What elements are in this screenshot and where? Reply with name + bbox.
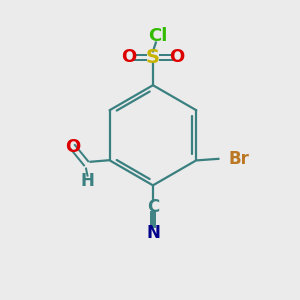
Text: O: O	[65, 138, 80, 156]
Text: N: N	[146, 224, 160, 242]
Text: O: O	[169, 48, 185, 66]
Text: Br: Br	[229, 150, 250, 168]
Text: O: O	[121, 48, 136, 66]
Text: Cl: Cl	[148, 27, 167, 45]
Text: H: H	[81, 172, 94, 190]
Text: S: S	[146, 48, 160, 67]
Text: C: C	[147, 197, 159, 215]
